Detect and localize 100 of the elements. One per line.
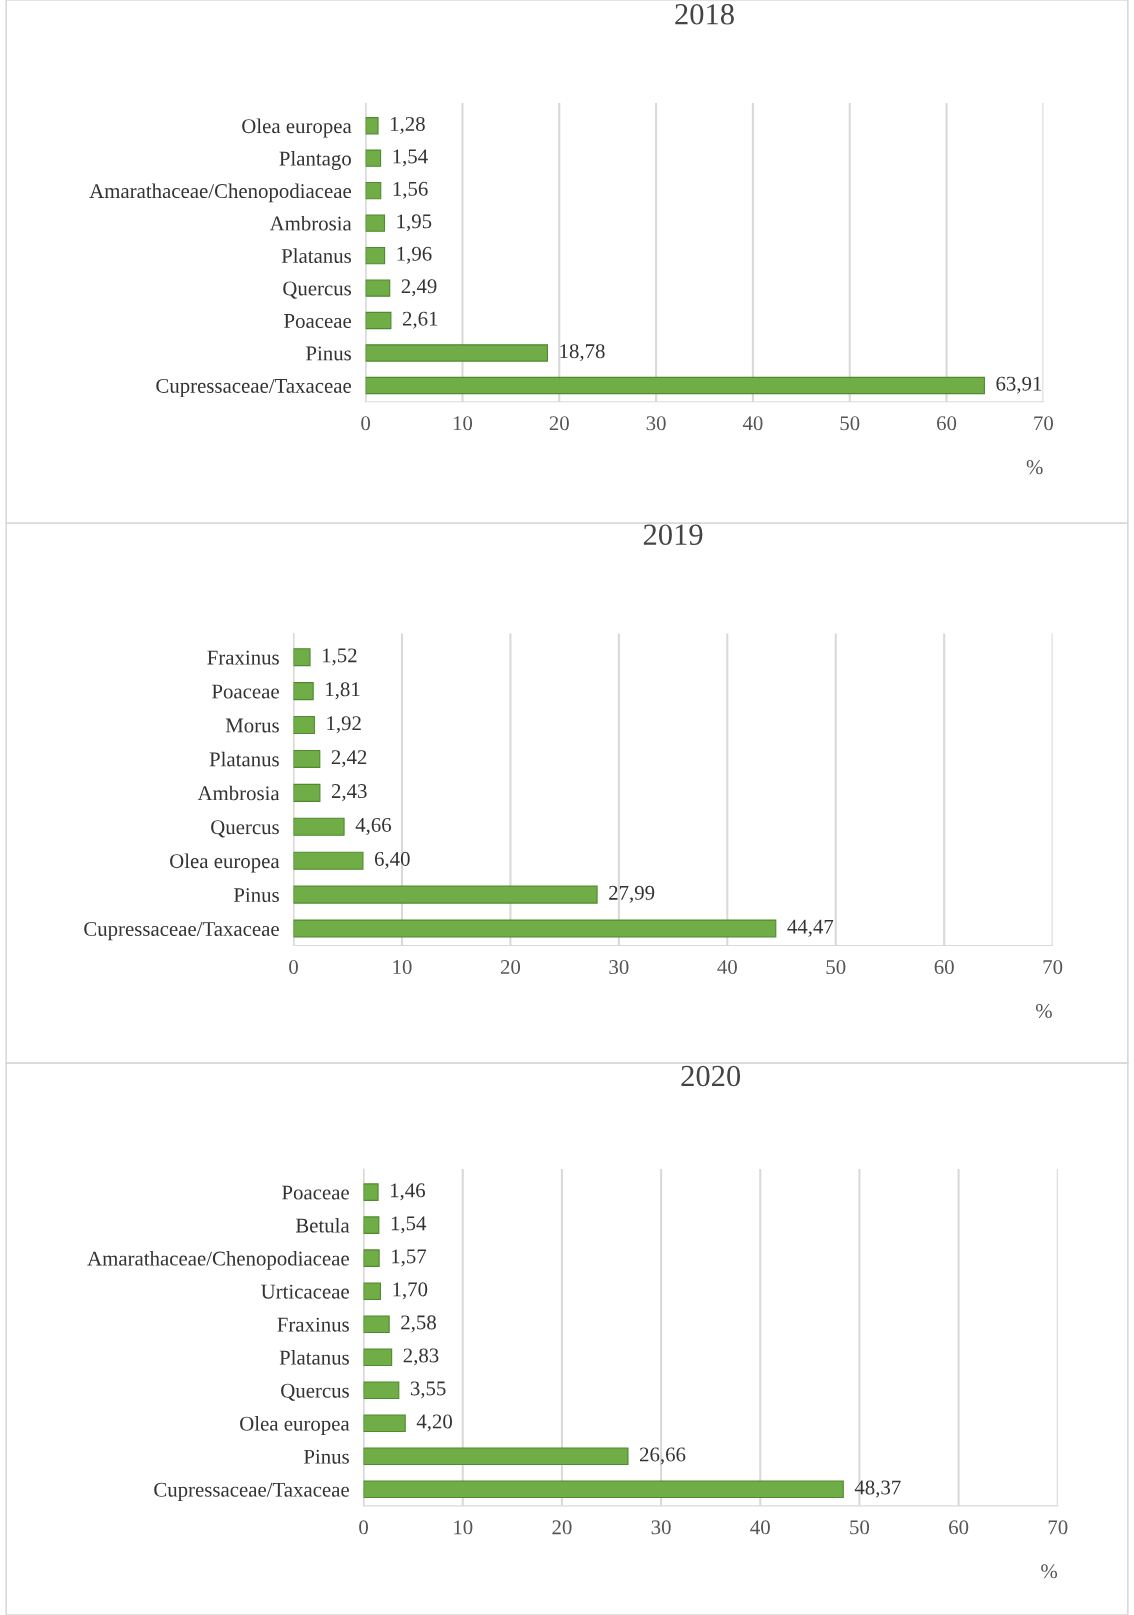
bar bbox=[363, 1447, 629, 1466]
bar bbox=[365, 344, 549, 362]
bar bbox=[293, 817, 345, 836]
y-tick-label: Cupressaceae/Taxaceae bbox=[154, 1482, 349, 1501]
x-tick-label: 60 bbox=[949, 1520, 969, 1535]
data-label: 1,28 bbox=[390, 116, 425, 134]
y-tick-label: Morus bbox=[225, 718, 279, 733]
y-tick-label: Cupressaceae/Taxaceae bbox=[156, 378, 352, 398]
data-label: 44,47 bbox=[787, 919, 834, 937]
data-label: 1,54 bbox=[393, 149, 428, 167]
y-tick-label: Poaceae bbox=[282, 1185, 349, 1200]
bar bbox=[365, 181, 382, 200]
bar bbox=[363, 1282, 381, 1301]
y-tick-label: Betula bbox=[295, 1217, 350, 1233]
bar bbox=[365, 246, 386, 265]
bar bbox=[293, 682, 314, 701]
x-tick-label: 20 bbox=[552, 1520, 572, 1535]
x-tick-label: 60 bbox=[934, 960, 954, 975]
bar bbox=[363, 1249, 380, 1267]
x-tick-label: 20 bbox=[549, 416, 569, 431]
x-tick-label: 40 bbox=[742, 416, 763, 431]
y-tick-label: Pinus bbox=[303, 1449, 349, 1464]
bar bbox=[365, 279, 391, 297]
y-tick-label: Poaceae bbox=[284, 314, 352, 328]
x-tick-label: 60 bbox=[937, 416, 957, 431]
y-tick-label: Fraxinus bbox=[277, 1317, 349, 1332]
y-tick-label: Amarathaceae/Chenopodiaceae bbox=[87, 1250, 349, 1270]
y-tick-label: Ambrosia bbox=[269, 215, 352, 231]
x-tick-label: 40 bbox=[717, 960, 737, 975]
bar bbox=[293, 885, 598, 904]
bar bbox=[365, 117, 379, 135]
bar bbox=[293, 648, 311, 667]
bar bbox=[365, 149, 382, 167]
x-tick-label: 10 bbox=[454, 1520, 473, 1535]
y-tick-label: Olea europea bbox=[240, 1416, 350, 1435]
data-label: 1,52 bbox=[322, 648, 357, 666]
y-tick-label: Quercus bbox=[283, 281, 351, 299]
x-tick-label: 70 bbox=[1043, 960, 1063, 975]
data-label: 2,49 bbox=[401, 279, 437, 297]
x-tick-label: 50 bbox=[826, 960, 846, 975]
bar bbox=[365, 311, 392, 330]
x-tick-label: 30 bbox=[609, 960, 629, 975]
y-tick-label: Amarathaceae/Chenopodiaceae bbox=[89, 183, 352, 203]
bar bbox=[293, 919, 777, 938]
data-label: 4,66 bbox=[355, 818, 392, 835]
chart-title: 2018 bbox=[675, 4, 734, 25]
data-label: 2,42 bbox=[331, 750, 367, 768]
bar bbox=[365, 214, 386, 232]
data-label: 1,81 bbox=[326, 682, 360, 700]
x-tick-label: 50 bbox=[850, 1520, 870, 1535]
y-tick-label: Platanus bbox=[281, 248, 351, 264]
y-tick-label: Platanus bbox=[209, 751, 279, 767]
y-tick-label: Quercus bbox=[281, 1383, 349, 1401]
y-tick-label: Pinus bbox=[306, 346, 351, 361]
x-axis-title: % bbox=[1035, 1003, 1052, 1019]
chart-title: 2019 bbox=[643, 524, 703, 546]
x-axis-title: % bbox=[1041, 1564, 1058, 1579]
data-label: 63,91 bbox=[996, 376, 1042, 394]
data-label: 27,99 bbox=[609, 885, 655, 903]
x-tick-label: 0 bbox=[289, 960, 298, 975]
data-label: 48,37 bbox=[854, 1480, 901, 1498]
data-label: 1,56 bbox=[393, 181, 428, 199]
bar bbox=[293, 715, 315, 735]
x-tick-label: 30 bbox=[646, 416, 666, 431]
y-tick-label: Olea europea bbox=[242, 118, 352, 138]
data-label: 18,78 bbox=[560, 344, 605, 362]
data-label: 1,70 bbox=[393, 1282, 428, 1300]
data-label: 1,54 bbox=[391, 1216, 427, 1234]
y-tick-label: Poaceae bbox=[212, 684, 279, 699]
y-tick-label: Plantago bbox=[279, 150, 351, 170]
data-label: 1,95 bbox=[397, 214, 432, 232]
bar bbox=[363, 1348, 393, 1367]
data-label: 26,66 bbox=[640, 1447, 686, 1465]
y-tick-label: Pinus bbox=[233, 888, 279, 903]
x-tick-label: 70 bbox=[1048, 1520, 1068, 1535]
data-label: 2,61 bbox=[402, 311, 438, 329]
bar bbox=[363, 1183, 379, 1201]
bar bbox=[363, 1315, 390, 1334]
data-label: 4,20 bbox=[416, 1414, 453, 1432]
bar bbox=[363, 1414, 406, 1433]
data-label: 2,58 bbox=[401, 1315, 436, 1333]
y-tick-label: Cupressaceae/Taxaceae bbox=[84, 921, 279, 941]
data-label: 1,92 bbox=[327, 716, 361, 734]
x-tick-label: 10 bbox=[393, 960, 412, 975]
x-tick-label: 70 bbox=[1034, 416, 1053, 431]
data-label: 6,40 bbox=[374, 851, 410, 869]
y-tick-label: Fraxinus bbox=[207, 650, 279, 665]
bar bbox=[363, 1381, 400, 1400]
bar bbox=[293, 749, 321, 768]
x-tick-label: 40 bbox=[750, 1520, 770, 1535]
x-tick-label: 0 bbox=[361, 416, 371, 431]
data-label: 3,55 bbox=[410, 1381, 446, 1399]
data-label: 1,46 bbox=[391, 1183, 426, 1201]
bar bbox=[293, 783, 321, 802]
bar bbox=[363, 1480, 844, 1499]
bar bbox=[293, 851, 364, 870]
bar bbox=[365, 376, 985, 395]
x-axis-title: % bbox=[1026, 460, 1043, 475]
y-tick-label: Olea europea bbox=[170, 853, 280, 873]
x-tick-label: 30 bbox=[651, 1520, 671, 1535]
